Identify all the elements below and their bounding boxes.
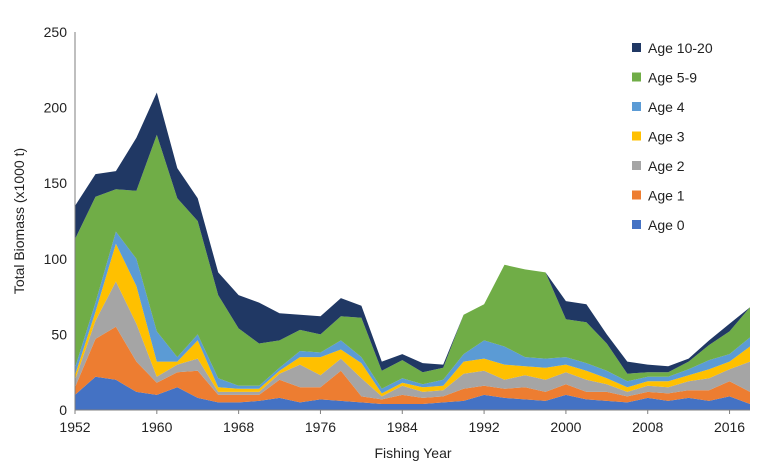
y-tick-label: 150 — [44, 175, 68, 191]
legend-swatch — [632, 190, 641, 200]
y-axis-title: Total Biomass (x1000 t) — [11, 148, 27, 294]
legend-label: Age 5-9 — [648, 70, 697, 86]
y-tick-label: 100 — [44, 251, 68, 267]
x-tick-label: 2016 — [714, 419, 745, 435]
tick-labels: 0 50 100 150 200 250 1952 1960 1968 1976 1984 1992 2… — [44, 24, 746, 435]
area-series-6 — [75, 92, 750, 374]
legend-swatch — [632, 102, 641, 111]
legend-swatch — [632, 72, 641, 82]
legend-label: Age 3 — [648, 129, 685, 145]
legend-label: Age 0 — [648, 217, 685, 233]
area-series-1 — [75, 326, 750, 404]
axes — [74, 32, 750, 411]
area-series-5 — [75, 134, 750, 389]
x-tick-label: 1952 — [59, 419, 90, 435]
legend-swatch — [632, 161, 641, 170]
area-series-3 — [75, 243, 750, 397]
legend-label: Age 1 — [648, 188, 685, 204]
x-tick-label: 1976 — [305, 419, 336, 435]
legend-label: Age 10-20 — [648, 40, 713, 56]
legend-swatch — [632, 43, 641, 52]
legend-swatch — [632, 131, 641, 141]
x-tick-label: 2008 — [632, 419, 663, 435]
x-tick-label: 1984 — [387, 419, 418, 435]
area-series-2 — [75, 281, 750, 400]
legend-label: Age 4 — [648, 99, 685, 115]
legend-swatch — [632, 220, 641, 229]
y-tick-label: 200 — [44, 100, 68, 116]
x-axis-title: Fishing Year — [374, 445, 451, 461]
y-tick-label: 50 — [51, 326, 67, 342]
legend-label: Age 2 — [648, 158, 685, 174]
x-tick-label: 1960 — [141, 419, 172, 435]
y-tick-label: 250 — [44, 24, 68, 40]
area-series-0 — [75, 376, 750, 410]
x-tick-label: 1992 — [469, 419, 500, 435]
y-tick-label: 0 — [59, 402, 67, 418]
x-tick-label: 2000 — [550, 419, 581, 435]
legend: Age 10-20 Age 5-9 Age 4 Age 3 Age 2 Age 1 Age … — [632, 40, 713, 233]
area-series-group — [75, 92, 750, 410]
x-tick-label: 1968 — [223, 419, 254, 435]
